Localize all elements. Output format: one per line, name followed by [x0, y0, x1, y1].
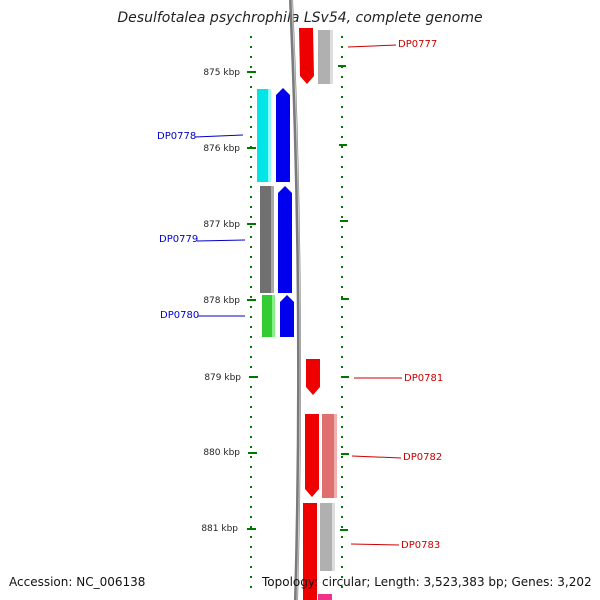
gene-arrow-dp0780[interactable]: [280, 295, 294, 337]
tick-label: 881 kbp: [201, 524, 238, 534]
tick-879: 879 kbp: [204, 373, 349, 383]
gene-label-dp0780[interactable]: DP0780: [160, 310, 199, 321]
gene-arrow-dp0779[interactable]: [278, 186, 292, 293]
tick-876: 876 kbp: [203, 144, 347, 154]
label-leader-dp0779: [196, 239, 246, 242]
gene-label-dp0778[interactable]: DP0778: [157, 131, 196, 142]
tick-878: 878 kbp: [203, 296, 349, 306]
gene-label-dp0782[interactable]: DP0782: [403, 452, 442, 463]
gene-feature-highlight: [330, 30, 333, 84]
label-leader-dp0777: [347, 44, 397, 48]
gene-label-dp0777[interactable]: DP0777: [398, 39, 437, 50]
genome-backbone: [289, 0, 302, 600]
tick-877: 877 kbp: [203, 220, 348, 230]
label-leader-dp0778: [194, 134, 244, 138]
gene-arrow-dp0777[interactable]: [299, 28, 314, 84]
gene-feature-pink-box[interactable]: [318, 594, 332, 600]
gene-feature-highlight: [334, 414, 337, 498]
genome-title: Desulfotalea psychrophila LSv54, complet…: [117, 10, 483, 26]
tick-label: 876 kbp: [203, 144, 240, 154]
gene-feature-highlight: [272, 295, 275, 337]
gene-arrow-dp0781[interactable]: [306, 359, 320, 395]
gene-label-dp0779[interactable]: DP0779: [159, 234, 198, 245]
gene-arrow-dp0782[interactable]: [305, 414, 319, 497]
gene-arrow-dp0783[interactable]: [303, 503, 317, 600]
tick-label: 880 kbp: [203, 448, 240, 458]
gene-feature-dp0780-box[interactable]: [262, 295, 275, 337]
tick-label: 878 kbp: [203, 296, 240, 306]
tick-875: 875 kbp: [203, 65, 346, 78]
tick-label: 877 kbp: [203, 220, 240, 230]
gene-feature-dp0782-box[interactable]: [322, 414, 337, 498]
label-leader-dp0783: [350, 543, 400, 546]
tick-880: 880 kbp: [203, 448, 349, 458]
tick-label: 879 kbp: [204, 373, 241, 383]
accession-text: Accession: NC_006138: [9, 575, 146, 589]
gene-feature-highlight: [268, 89, 271, 182]
gene-feature-highlight: [271, 186, 274, 293]
gene-feature-dp0778-box[interactable]: [257, 89, 271, 182]
gene-arrow-dp0778[interactable]: [276, 88, 290, 182]
tick-881: 881 kbp: [201, 524, 348, 534]
genome-backbone-highlight: [291, 0, 301, 600]
gene-feature-highlight: [332, 503, 335, 571]
gene-label-dp0781[interactable]: DP0781: [404, 373, 443, 384]
gene-feature-dp0777-box[interactable]: [318, 30, 333, 84]
gene-feature-dp0783-box[interactable]: [320, 503, 335, 571]
tick-label: 875 kbp: [203, 68, 240, 78]
genome-summary-text: Topology: circular; Length: 3,523,383 bp…: [262, 575, 592, 589]
label-leader-dp0782: [351, 455, 402, 459]
gene-label-dp0783[interactable]: DP0783: [401, 540, 440, 551]
gene-feature-dp0779-box[interactable]: [260, 186, 274, 293]
